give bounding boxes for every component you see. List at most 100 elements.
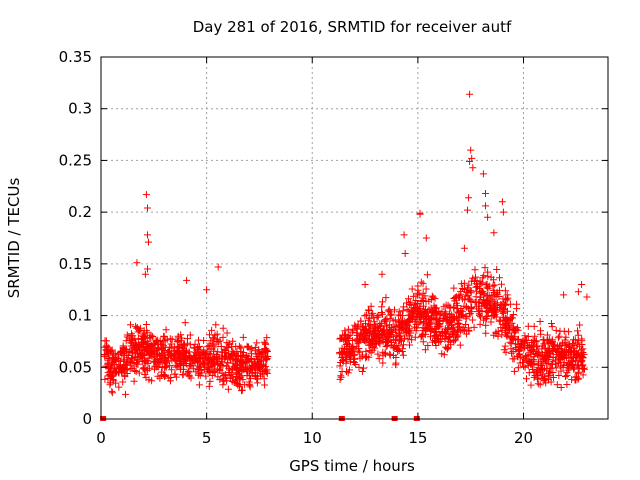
data-point [482,329,490,337]
data-point [510,367,518,375]
data-point [412,297,420,304]
data-point [365,307,373,315]
data-point [132,322,140,330]
data-point [401,250,409,257]
data-point [574,288,582,296]
data-point [570,342,578,350]
data-point [365,353,373,361]
data-point [450,337,458,345]
data-point [123,365,131,373]
data-point [396,322,404,330]
data-point [524,362,532,370]
data-point [521,363,529,371]
data-point [465,281,473,289]
data-point [461,296,469,304]
data-point [474,283,481,290]
data-point [204,354,212,362]
data-point [474,308,482,316]
data-point [367,302,375,310]
data-point [559,363,567,371]
data-point [101,375,109,383]
data-point [367,348,375,356]
data-point [181,319,189,327]
data-point [549,360,556,368]
data-point [336,375,344,383]
data-point [261,363,269,370]
data-point [124,352,132,359]
data-point [465,194,473,202]
data-point [233,373,241,380]
data-point [364,316,372,324]
data-point [262,356,270,364]
data-point [160,332,168,340]
data-point [145,238,152,246]
data-point [186,331,194,339]
data-point [540,377,548,385]
data-point [370,318,378,326]
data-point [449,315,457,323]
data-point [570,364,578,372]
data-point [452,299,460,307]
data-point [252,373,259,381]
data-point [419,324,427,332]
data-point [374,324,382,331]
data-point [263,346,271,354]
y-axis-label: SRMTID / TECUs [5,178,23,299]
data-point [579,365,587,372]
y-tick-label: 0.1 [68,307,92,325]
data-point [238,387,245,395]
data-point [110,377,118,385]
data-point [165,347,173,355]
data-point [391,306,398,314]
data-point [390,342,398,350]
data-point [128,355,135,363]
data-point [123,333,131,341]
data-point [478,288,486,296]
data-point [477,313,484,321]
data-point [157,368,165,376]
data-point [439,315,447,322]
data-point [482,190,489,197]
data-point [460,326,468,334]
data-point [133,354,141,362]
data-point [534,351,541,359]
data-point [423,325,431,333]
data-point [555,332,563,340]
data-point [172,373,180,381]
data-point [515,347,523,355]
data-point [167,377,174,385]
data-point [381,316,389,324]
data-point [416,209,424,217]
data-point [580,350,588,358]
data-point [342,359,350,367]
data-point [394,348,402,355]
data-point [248,345,256,353]
data-point [508,332,516,340]
data-point [243,342,251,350]
data-point [442,316,450,324]
data-point [537,362,545,370]
data-point [419,330,427,338]
data-point [510,328,518,336]
data-point [446,332,454,340]
data-point [237,353,245,361]
data-point [545,376,552,384]
data-point [429,293,437,301]
data-point [177,365,185,373]
data-point [225,341,233,349]
data-point [382,294,390,302]
data-point [132,368,140,375]
data-point [548,346,556,354]
data-point [168,356,176,364]
data-point [244,343,252,351]
data-point [448,324,456,332]
data-point [216,360,224,368]
data-point [391,316,399,324]
data-point [235,367,243,375]
data-point [101,337,109,345]
data-point [205,362,213,370]
data-point [362,347,370,355]
data-point [133,324,141,332]
data-point [462,321,470,328]
